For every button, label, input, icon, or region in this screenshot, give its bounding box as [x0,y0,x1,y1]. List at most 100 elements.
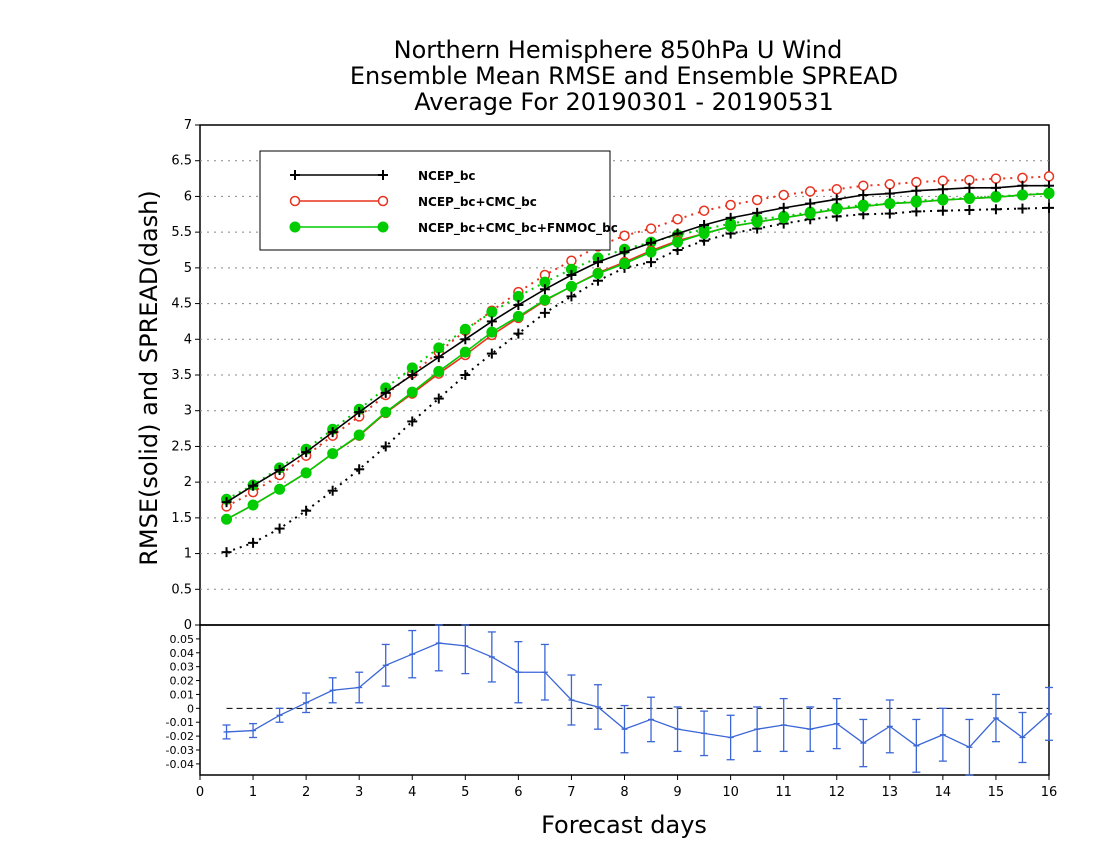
series-spread-1-dash [221,202,1054,558]
y-tick-label: 0.03 [170,661,195,674]
data-point [327,485,338,496]
y-tick-label: 0.05 [170,633,195,646]
error-bar [991,693,1000,743]
error-bar [408,629,417,679]
data-point [380,387,391,398]
data-point [884,179,896,190]
data-point [672,214,683,225]
y-axis-title: RMSE(solid) and SPREAD(dash) [135,190,163,566]
data-point [248,480,259,491]
data-point [884,208,895,219]
data-point [353,429,365,441]
data-point [378,170,388,180]
x-tick-label: 1 [249,785,257,800]
x-tick-label: 4 [408,785,416,800]
data-point [725,199,736,211]
data-point [805,198,816,209]
legend-label: NCEP_bc+CMC_bc [418,195,537,210]
error-bar [381,643,390,687]
data-point [377,221,389,233]
data-point [460,334,471,345]
x-tick-label: 12 [828,785,845,800]
error-bar [593,684,602,730]
data-point [354,407,365,418]
data-point [380,441,391,452]
data-point [300,467,312,479]
y-tick-label: -0.01 [166,716,194,729]
x-tick-label: 10 [722,785,739,800]
data-point [1017,180,1028,191]
error-bar [302,692,311,714]
data-point [937,175,949,186]
x-tick-label: 16 [1041,785,1058,800]
y-tick-label: 7 [184,118,192,133]
data-point [248,537,259,548]
data-point [751,216,763,228]
data-point [274,483,286,495]
y-tick-label: 5.5 [171,225,192,240]
error-bar [249,722,258,739]
series-ncep-bc-solid [221,180,1054,508]
y-tick-label: 0.02 [170,675,195,688]
data-point [990,204,1001,215]
bottom-panel: -0.04-0.03-0.02-0.0100.010.020.030.040.0… [166,624,1058,800]
x-tick-label: 11 [775,785,792,800]
data-point [645,246,657,258]
data-point [990,182,1001,193]
data-point [858,180,869,191]
data-point [459,323,471,335]
data-point [619,230,630,241]
data-point [937,184,948,195]
error-bar [673,706,682,753]
data-point [301,505,312,516]
data-point [380,406,392,418]
y-tick-label: 1.5 [171,511,192,526]
data-point [752,207,763,218]
data-point [539,307,550,318]
error-bar [753,706,762,753]
difference-series [222,624,1053,776]
legend-label: NCEP_bc [418,169,476,184]
data-point [459,346,471,358]
data-point [354,464,365,475]
series-line [226,642,1050,749]
data-point [221,547,232,558]
data-point [911,185,922,196]
y-tick-label: 6 [184,189,192,204]
x-tick-label: 8 [620,785,628,800]
error-bar [355,671,364,704]
x-tick-label: 7 [567,785,575,800]
series-line [226,206,1050,554]
data-point [486,326,498,338]
error-bar [938,707,947,762]
series-ncep-bc-cmc-bc-fnmoc-bc-solid [221,188,1055,525]
data-point [831,203,843,215]
data-point [1043,188,1055,200]
data-point [433,352,444,363]
title-line-3: Average For 20190301 - 20190531 [414,88,834,116]
y-tick-label: -0.04 [166,758,194,771]
data-point [1016,189,1028,201]
x-tick-label: 9 [673,785,681,800]
data-point [911,206,922,217]
x-tick-label: 6 [514,785,522,800]
data-point [778,202,789,213]
data-point [646,257,657,268]
error-bar [328,677,337,704]
data-point [804,208,816,220]
y-tick-label: 4 [184,332,192,347]
error-bar [726,714,735,761]
error-bar [514,641,523,704]
error-bar [859,718,868,768]
y-tick-label: 1 [184,547,192,562]
data-point [884,188,895,199]
error-bar [461,624,470,675]
error-bar [540,643,549,701]
legend-label: NCEP_bc+CMC_bc+FNMOC_bc [418,221,618,236]
data-point [274,523,285,534]
data-point [937,205,948,216]
data-point [645,223,657,234]
data-point [884,198,896,210]
error-bar [832,697,841,750]
data-point [289,195,301,207]
